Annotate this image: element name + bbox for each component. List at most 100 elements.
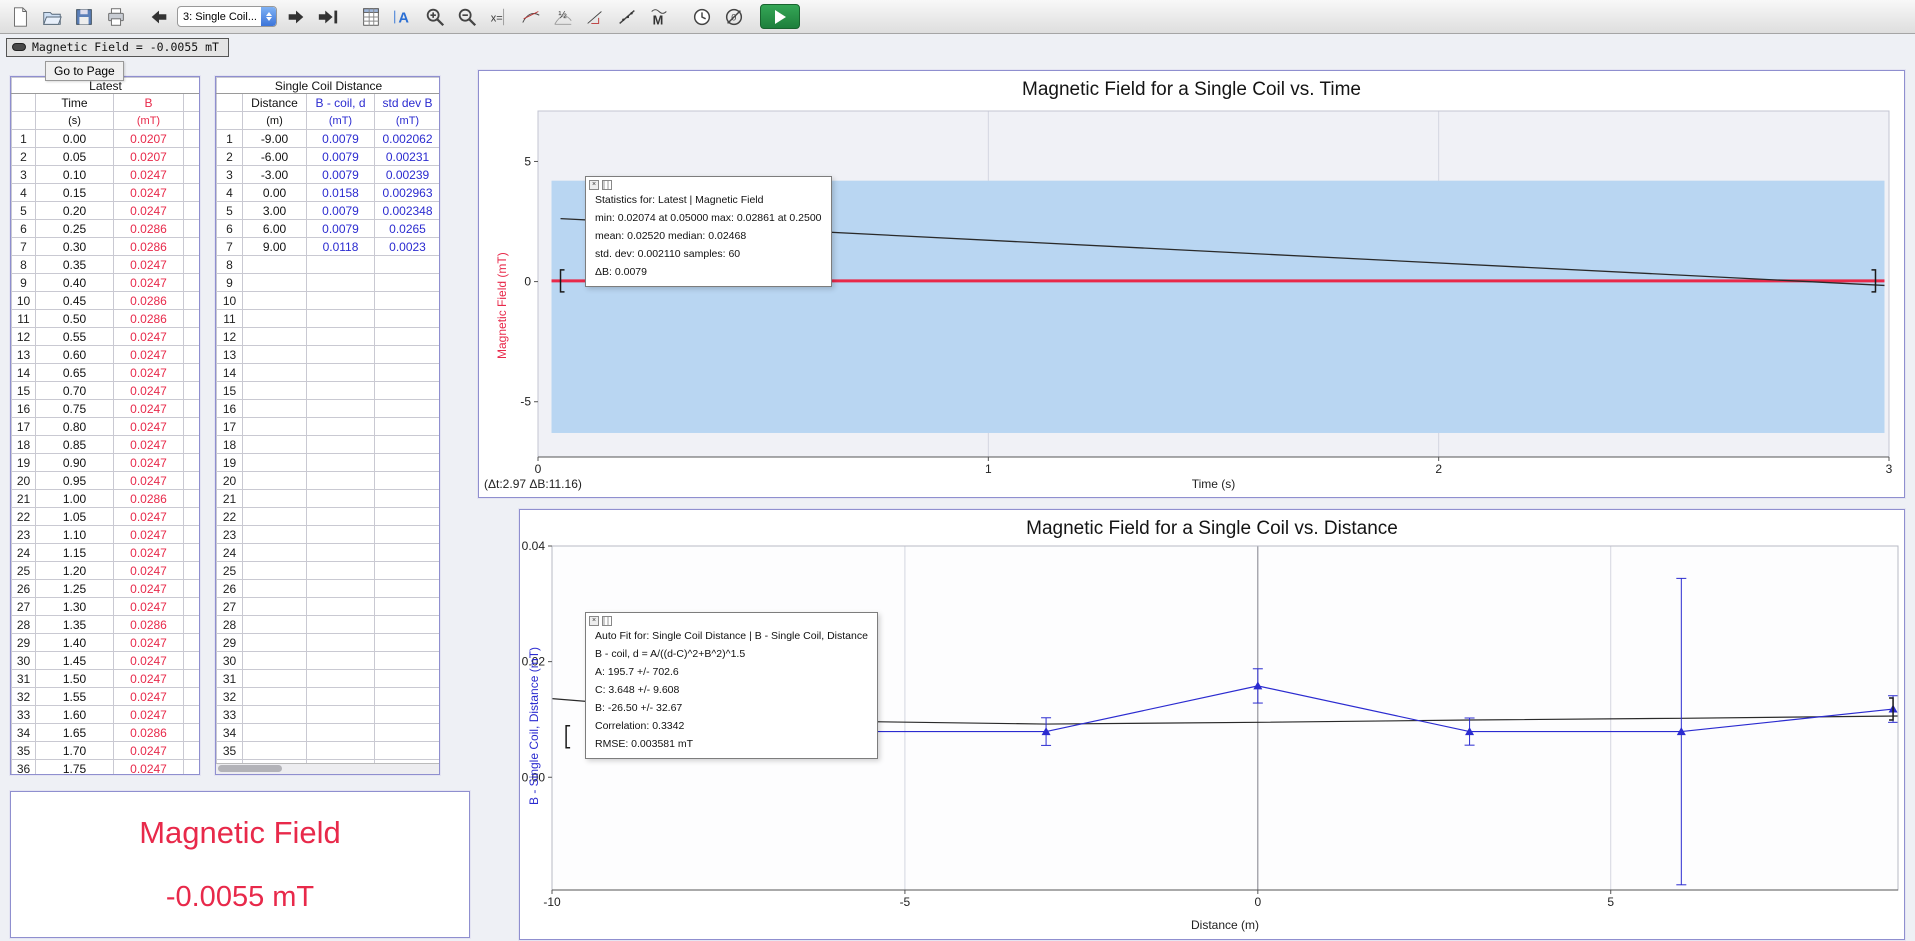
- table-cell[interactable]: 0.0286: [113, 219, 184, 238]
- statistics-button[interactable]: [581, 3, 608, 30]
- table-cell[interactable]: 0.0079: [306, 219, 375, 238]
- table-cell[interactable]: [373, 597, 439, 616]
- table-cell[interactable]: 0.95: [35, 471, 114, 490]
- table-cell[interactable]: 1.30: [35, 597, 114, 616]
- table-cell[interactable]: [373, 705, 439, 724]
- table-cell[interactable]: 0.0247: [113, 453, 184, 472]
- table-cell[interactable]: [306, 291, 375, 310]
- zoom-out-button[interactable]: [453, 3, 480, 30]
- table-cell[interactable]: [242, 471, 307, 490]
- close-icon[interactable]: ×: [589, 616, 599, 626]
- table-cell[interactable]: [373, 453, 439, 472]
- column-header[interactable]: std dev B: [373, 93, 439, 112]
- table-cell[interactable]: 0.0247: [113, 417, 184, 436]
- table-cell[interactable]: [373, 435, 439, 454]
- table-cell[interactable]: 0.0247: [113, 669, 184, 688]
- table-cell[interactable]: 0.10: [35, 165, 114, 184]
- table-cell[interactable]: 0.85: [35, 435, 114, 454]
- table-cell[interactable]: 0.20: [35, 201, 114, 220]
- next-page-button[interactable]: [282, 3, 309, 30]
- table-cell[interactable]: [306, 471, 375, 490]
- linear-fit-button[interactable]: [613, 3, 640, 30]
- table-cell[interactable]: [373, 741, 439, 760]
- table-cell[interactable]: [306, 489, 375, 508]
- table-cell[interactable]: 1.75: [35, 759, 114, 774]
- table-cell[interactable]: [373, 669, 439, 688]
- table-cell[interactable]: [373, 417, 439, 436]
- column-header[interactable]: Distance: [242, 93, 307, 112]
- table-cell[interactable]: [306, 525, 375, 544]
- table-cell[interactable]: [242, 615, 307, 634]
- column-header[interactable]: B: [113, 93, 184, 112]
- table-cell[interactable]: 0.0247: [113, 165, 184, 184]
- table-cell[interactable]: 1.70: [35, 741, 114, 760]
- table-cell[interactable]: 0.0247: [113, 741, 184, 760]
- drag-handle-icon[interactable]: [602, 180, 612, 190]
- table-cell[interactable]: [306, 669, 375, 688]
- table-cell[interactable]: 0.0247: [113, 687, 184, 706]
- table-cell[interactable]: [306, 579, 375, 598]
- scrollbar-thumb[interactable]: [218, 765, 282, 772]
- table-cell[interactable]: 0.0247: [113, 183, 184, 202]
- table-cell[interactable]: [373, 255, 439, 274]
- last-page-button[interactable]: [314, 3, 341, 30]
- table-cell[interactable]: 0.45: [35, 291, 114, 310]
- table-cell[interactable]: [306, 507, 375, 526]
- table-cell[interactable]: [373, 381, 439, 400]
- table-cell[interactable]: [306, 705, 375, 724]
- table-cell[interactable]: 9.00: [242, 237, 307, 256]
- table-cell[interactable]: [242, 741, 307, 760]
- table-cell[interactable]: 0.0286: [113, 309, 184, 328]
- table-cell[interactable]: [242, 417, 307, 436]
- table-cell[interactable]: 0.0247: [113, 435, 184, 454]
- table-cell[interactable]: 0.0247: [113, 381, 184, 400]
- table-cell[interactable]: 0.0247: [113, 705, 184, 724]
- table-cell[interactable]: 0.0265: [373, 219, 439, 238]
- table-cell[interactable]: [306, 273, 375, 292]
- table-cell[interactable]: 0.0118: [306, 237, 375, 256]
- table-cell[interactable]: [373, 687, 439, 706]
- table-cell[interactable]: 1.40: [35, 633, 114, 652]
- table-cell[interactable]: [373, 399, 439, 418]
- table-cell[interactable]: [242, 597, 307, 616]
- text-annotation-button[interactable]: A: [389, 3, 416, 30]
- column-header[interactable]: Time: [35, 93, 114, 112]
- table-cell[interactable]: 1.45: [35, 651, 114, 670]
- table-cell[interactable]: 0.05: [35, 147, 114, 166]
- table-cell[interactable]: [373, 363, 439, 382]
- table-cell[interactable]: 0.0079: [306, 201, 375, 220]
- table-cell[interactable]: 0.0158: [306, 183, 375, 202]
- page-selector[interactable]: 3: Single Coil...: [177, 6, 277, 27]
- table-cell[interactable]: [373, 723, 439, 742]
- table-cell[interactable]: 0.0286: [113, 489, 184, 508]
- table-cell[interactable]: 0.0247: [113, 273, 184, 292]
- table-cell[interactable]: [306, 597, 375, 616]
- table-cell[interactable]: 0.0286: [113, 237, 184, 256]
- table-cell[interactable]: [373, 309, 439, 328]
- table-cell[interactable]: [306, 309, 375, 328]
- table-cell[interactable]: 0.75: [35, 399, 114, 418]
- table-cell[interactable]: 0.30: [35, 237, 114, 256]
- table-cell[interactable]: 0.00: [35, 129, 114, 148]
- table-cell[interactable]: 0.65: [35, 363, 114, 382]
- table-cell[interactable]: [373, 651, 439, 670]
- table-cell[interactable]: [306, 633, 375, 652]
- table-cell[interactable]: 0.00: [242, 183, 307, 202]
- table-cell[interactable]: 1.15: [35, 543, 114, 562]
- table-cell[interactable]: 1.20: [35, 561, 114, 580]
- table-cell[interactable]: [373, 561, 439, 580]
- table-cell[interactable]: [373, 273, 439, 292]
- table-cell[interactable]: [373, 633, 439, 652]
- table-cell[interactable]: 0.0247: [113, 327, 184, 346]
- table-cell[interactable]: [242, 381, 307, 400]
- table-cell[interactable]: 0.0247: [113, 597, 184, 616]
- table-cell[interactable]: [373, 345, 439, 364]
- table-cell[interactable]: [306, 561, 375, 580]
- table-cell[interactable]: [306, 363, 375, 382]
- table-cell[interactable]: 0.55: [35, 327, 114, 346]
- zero-button[interactable]: 0: [720, 3, 747, 30]
- table-cell[interactable]: [373, 291, 439, 310]
- table-cell[interactable]: 1.10: [35, 525, 114, 544]
- table-cell[interactable]: 1.65: [35, 723, 114, 742]
- table-cell[interactable]: [373, 615, 439, 634]
